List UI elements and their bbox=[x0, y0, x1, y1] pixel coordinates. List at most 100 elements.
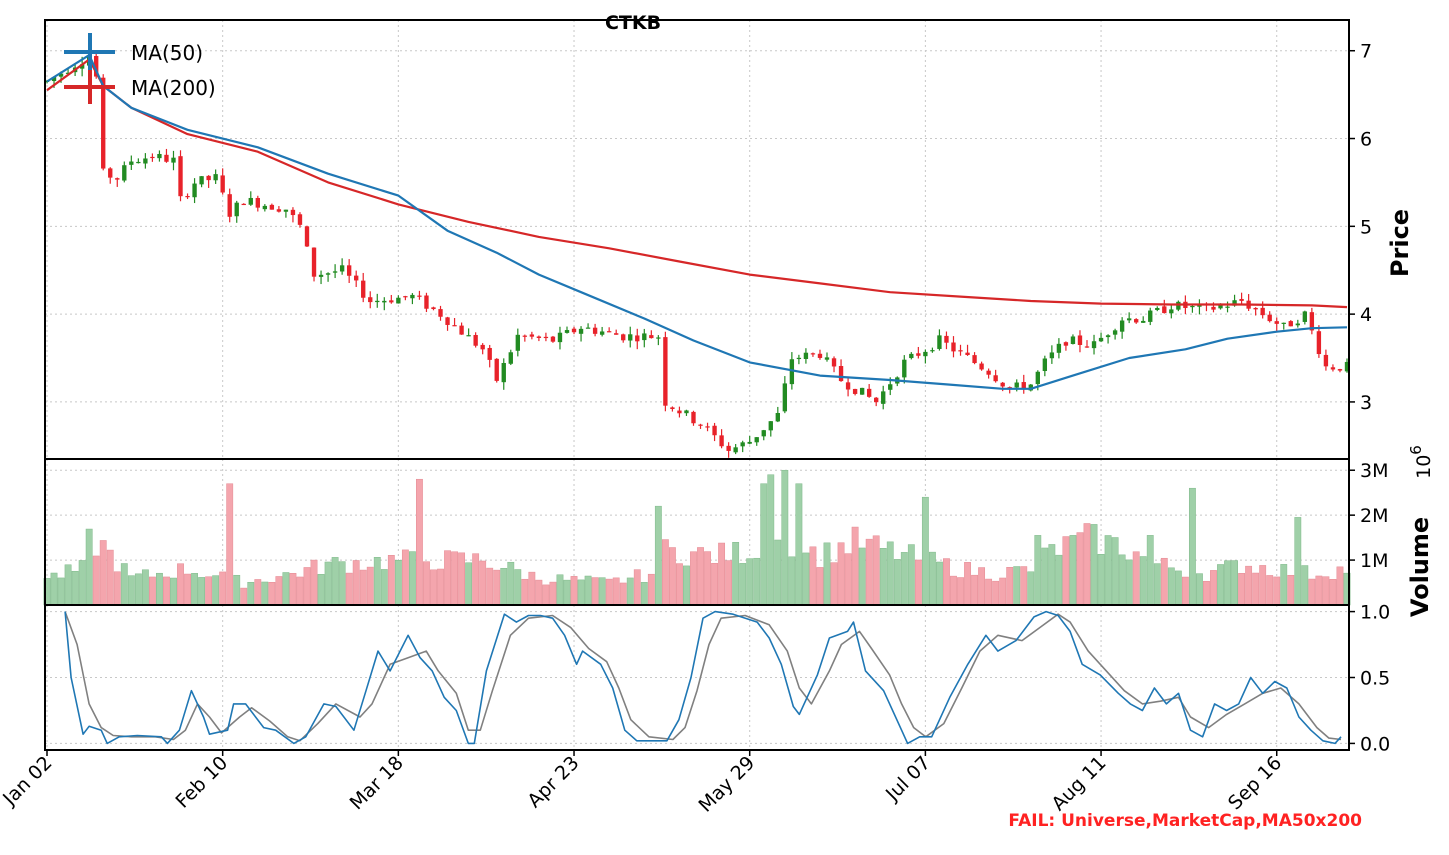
volume-bar bbox=[1069, 535, 1077, 606]
x-axis: Jan 02 Feb 10 Mar 18 Apr 23 May 29 Jul 07 Aug … bbox=[0, 750, 1286, 817]
volume-bar bbox=[261, 581, 269, 606]
volume-bar bbox=[528, 571, 536, 606]
xtick-label: Apr 23 bbox=[523, 752, 583, 812]
candle-body bbox=[199, 176, 204, 185]
candle-body bbox=[136, 161, 141, 164]
volume-bar bbox=[816, 567, 824, 606]
candle-body bbox=[979, 363, 984, 370]
candle-body bbox=[923, 351, 928, 357]
price-ytick-label: 7 bbox=[1360, 41, 1372, 63]
volume-bar bbox=[401, 549, 409, 606]
price-ytick-label: 5 bbox=[1360, 216, 1372, 238]
volume-bar bbox=[184, 573, 191, 606]
volume-bar bbox=[1076, 532, 1084, 606]
candle-body bbox=[874, 397, 879, 403]
volume-bar bbox=[1041, 547, 1049, 606]
xtick-label: May 29 bbox=[695, 752, 760, 817]
volume-bar bbox=[844, 553, 852, 606]
candle-body bbox=[684, 410, 689, 414]
volume-bar bbox=[1111, 537, 1119, 606]
volume-bar bbox=[479, 560, 487, 606]
volume-bar bbox=[163, 576, 170, 606]
candle-body bbox=[150, 156, 155, 159]
xtick-label: Sep 16 bbox=[1224, 752, 1286, 814]
volume-bar bbox=[50, 572, 58, 606]
volume-bar bbox=[226, 483, 234, 606]
volume-bar bbox=[303, 567, 311, 606]
volume-bar bbox=[458, 552, 466, 606]
candle-body bbox=[65, 72, 71, 74]
candle-body bbox=[241, 203, 246, 206]
price-ytick-label: 3 bbox=[1360, 392, 1372, 414]
volume-bar bbox=[507, 561, 515, 606]
candle-body bbox=[1169, 309, 1174, 314]
candle-body bbox=[726, 445, 731, 451]
candle-body bbox=[311, 247, 317, 277]
volume-bar bbox=[1034, 535, 1042, 606]
volume-bar bbox=[999, 577, 1007, 606]
candle-body bbox=[164, 154, 169, 162]
candle-body bbox=[1232, 300, 1237, 306]
candle-body bbox=[747, 441, 752, 444]
price-frame bbox=[44, 19, 1350, 460]
volume-bar bbox=[156, 572, 163, 606]
legend-ma50-label: MA(50) bbox=[131, 41, 203, 65]
volume-bar bbox=[711, 563, 718, 606]
candle-body bbox=[1176, 301, 1181, 310]
volume-bar bbox=[1083, 523, 1091, 606]
candle-body bbox=[656, 337, 661, 339]
candle-body bbox=[424, 295, 429, 309]
candle-body bbox=[1267, 314, 1272, 322]
candle-body bbox=[614, 333, 619, 335]
candle-body bbox=[1330, 367, 1336, 370]
candle-body bbox=[417, 295, 422, 297]
volume-bar bbox=[1315, 575, 1323, 606]
volume-bar bbox=[451, 551, 458, 606]
volume-bar bbox=[1196, 573, 1203, 606]
volume-bar bbox=[521, 578, 529, 606]
candle-body bbox=[403, 296, 408, 298]
candle-body bbox=[571, 328, 577, 333]
candle-body bbox=[1119, 320, 1125, 332]
candle-body bbox=[1126, 318, 1132, 321]
volume-bar bbox=[380, 569, 388, 606]
volume-bar bbox=[1224, 560, 1231, 606]
volume-bar bbox=[900, 552, 908, 606]
volume-bar bbox=[57, 577, 65, 606]
candle-body bbox=[550, 336, 556, 342]
candle-body bbox=[1056, 343, 1062, 353]
volume-bar bbox=[676, 563, 683, 606]
volume-bar bbox=[690, 551, 697, 606]
candle-body bbox=[803, 352, 809, 359]
candle-body bbox=[445, 317, 450, 325]
volume-bar bbox=[1153, 563, 1161, 606]
volume-bar bbox=[753, 557, 761, 606]
volume-bar bbox=[514, 569, 522, 606]
volume-bar bbox=[148, 576, 156, 606]
volume-bar bbox=[1259, 565, 1267, 606]
volume-bar bbox=[921, 496, 929, 606]
candle-body bbox=[487, 347, 492, 360]
volume-bar bbox=[619, 582, 627, 606]
candle-body bbox=[361, 280, 366, 298]
volume-bar bbox=[992, 580, 1000, 606]
volume-bar bbox=[373, 557, 381, 606]
candle-body bbox=[122, 165, 127, 181]
candle-body bbox=[1253, 307, 1258, 310]
volume-bar bbox=[640, 582, 648, 606]
volume-bar bbox=[416, 478, 423, 606]
volume-bar bbox=[809, 546, 817, 606]
candle-body bbox=[382, 300, 387, 303]
candle-body bbox=[1281, 322, 1286, 324]
candle-body bbox=[354, 275, 359, 281]
candle-body bbox=[1260, 307, 1265, 316]
candle-body bbox=[691, 411, 696, 424]
candle-body bbox=[368, 297, 373, 303]
volume-bar bbox=[823, 542, 831, 606]
candle-body bbox=[585, 327, 591, 329]
candle-body bbox=[234, 202, 239, 217]
volume-bar bbox=[535, 579, 543, 606]
volume-bar bbox=[430, 569, 437, 606]
stochastic-panel: 0.0 0.5 1.0 bbox=[44, 602, 1390, 755]
volume-bar bbox=[1308, 578, 1316, 606]
